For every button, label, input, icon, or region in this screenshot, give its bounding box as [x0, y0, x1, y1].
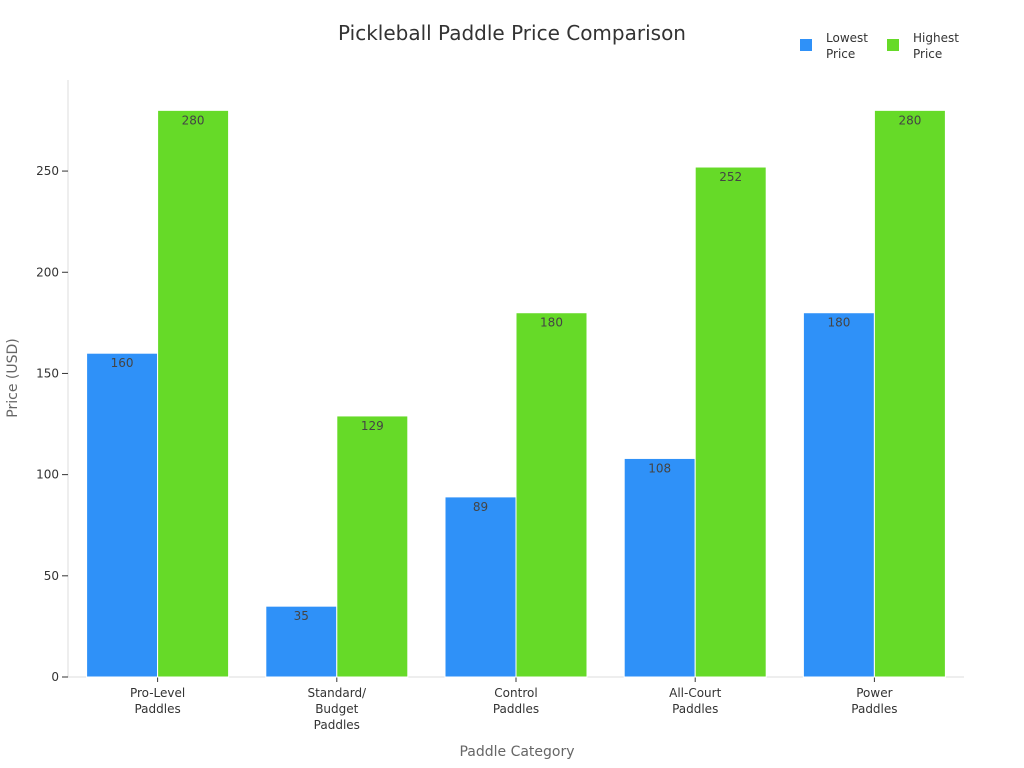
x-axis-label: Paddle Category — [459, 744, 574, 760]
x-tick-label-line: Paddles — [851, 702, 897, 716]
data-label: 280 — [898, 113, 921, 127]
data-label: 180 — [827, 316, 850, 330]
legend: Lowest Price Highest Price — [800, 31, 959, 61]
legend-swatch — [887, 39, 899, 51]
bar-highest-price — [515, 312, 588, 678]
bar-lowest-price — [444, 496, 517, 678]
bar-highest-price — [157, 109, 230, 678]
y-axis-label: Price (USD) — [5, 338, 21, 417]
legend-label-line: Lowest — [826, 31, 868, 45]
y-tick-label: 150 — [36, 366, 59, 380]
bars — [86, 109, 946, 678]
x-tick-label-line: Paddles — [134, 702, 180, 716]
y-tick-label: 200 — [36, 265, 59, 279]
y-tick-label: 50 — [44, 569, 59, 583]
x-tick-label-line: Budget — [315, 702, 358, 716]
data-label: 129 — [361, 419, 384, 433]
legend-swatch — [800, 39, 812, 51]
data-label: 180 — [540, 316, 563, 330]
x-tick-label: Pro-Level Paddles — [130, 686, 185, 716]
bar-lowest-price — [802, 312, 875, 678]
x-tick-label: Standard/Budget Paddles — [307, 686, 367, 732]
x-tick-label-line: Control — [494, 686, 537, 700]
data-label: 108 — [648, 461, 671, 475]
x-tick-label-line: Power — [856, 686, 892, 700]
x-tick-label: All-Court Paddles — [669, 686, 721, 716]
x-tick-label: Control Paddles — [493, 686, 539, 716]
bar-lowest-price — [623, 457, 696, 678]
data-label: 89 — [473, 500, 488, 514]
legend-label-line: Price — [913, 47, 942, 61]
x-tick-label-line: Paddles — [314, 718, 360, 732]
data-label: 160 — [111, 356, 134, 370]
legend-label: Lowest Price — [826, 31, 868, 61]
x-tick-label-line: Pro-Level — [130, 686, 185, 700]
legend-label-line: Highest — [913, 31, 959, 45]
x-tick-label-line: All-Court — [669, 686, 721, 700]
data-label: 35 — [294, 609, 309, 623]
bar-highest-price — [873, 109, 946, 678]
x-tick-label-line: Standard/ — [307, 686, 367, 700]
x-tick-label-line: Paddles — [493, 702, 539, 716]
bar-highest-price — [694, 166, 767, 678]
bar-lowest-price — [86, 352, 159, 678]
legend-label: Highest Price — [913, 31, 959, 61]
chart-title: Pickleball Paddle Price Comparison — [338, 21, 686, 45]
y-tick-label: 0 — [51, 670, 59, 684]
bar-highest-price — [336, 415, 409, 678]
x-tick-label: Power Paddles — [851, 686, 897, 716]
y-tick-label: 250 — [36, 164, 59, 178]
data-label: 252 — [719, 170, 742, 184]
legend-label-line: Price — [826, 47, 855, 61]
y-tick-label: 100 — [36, 468, 59, 482]
bar-lowest-price — [265, 605, 338, 678]
data-labels: 160 280 35 129 89 180 108 252 180 280 — [111, 113, 922, 623]
data-label: 280 — [182, 113, 205, 127]
x-tick-label-line: Paddles — [672, 702, 718, 716]
